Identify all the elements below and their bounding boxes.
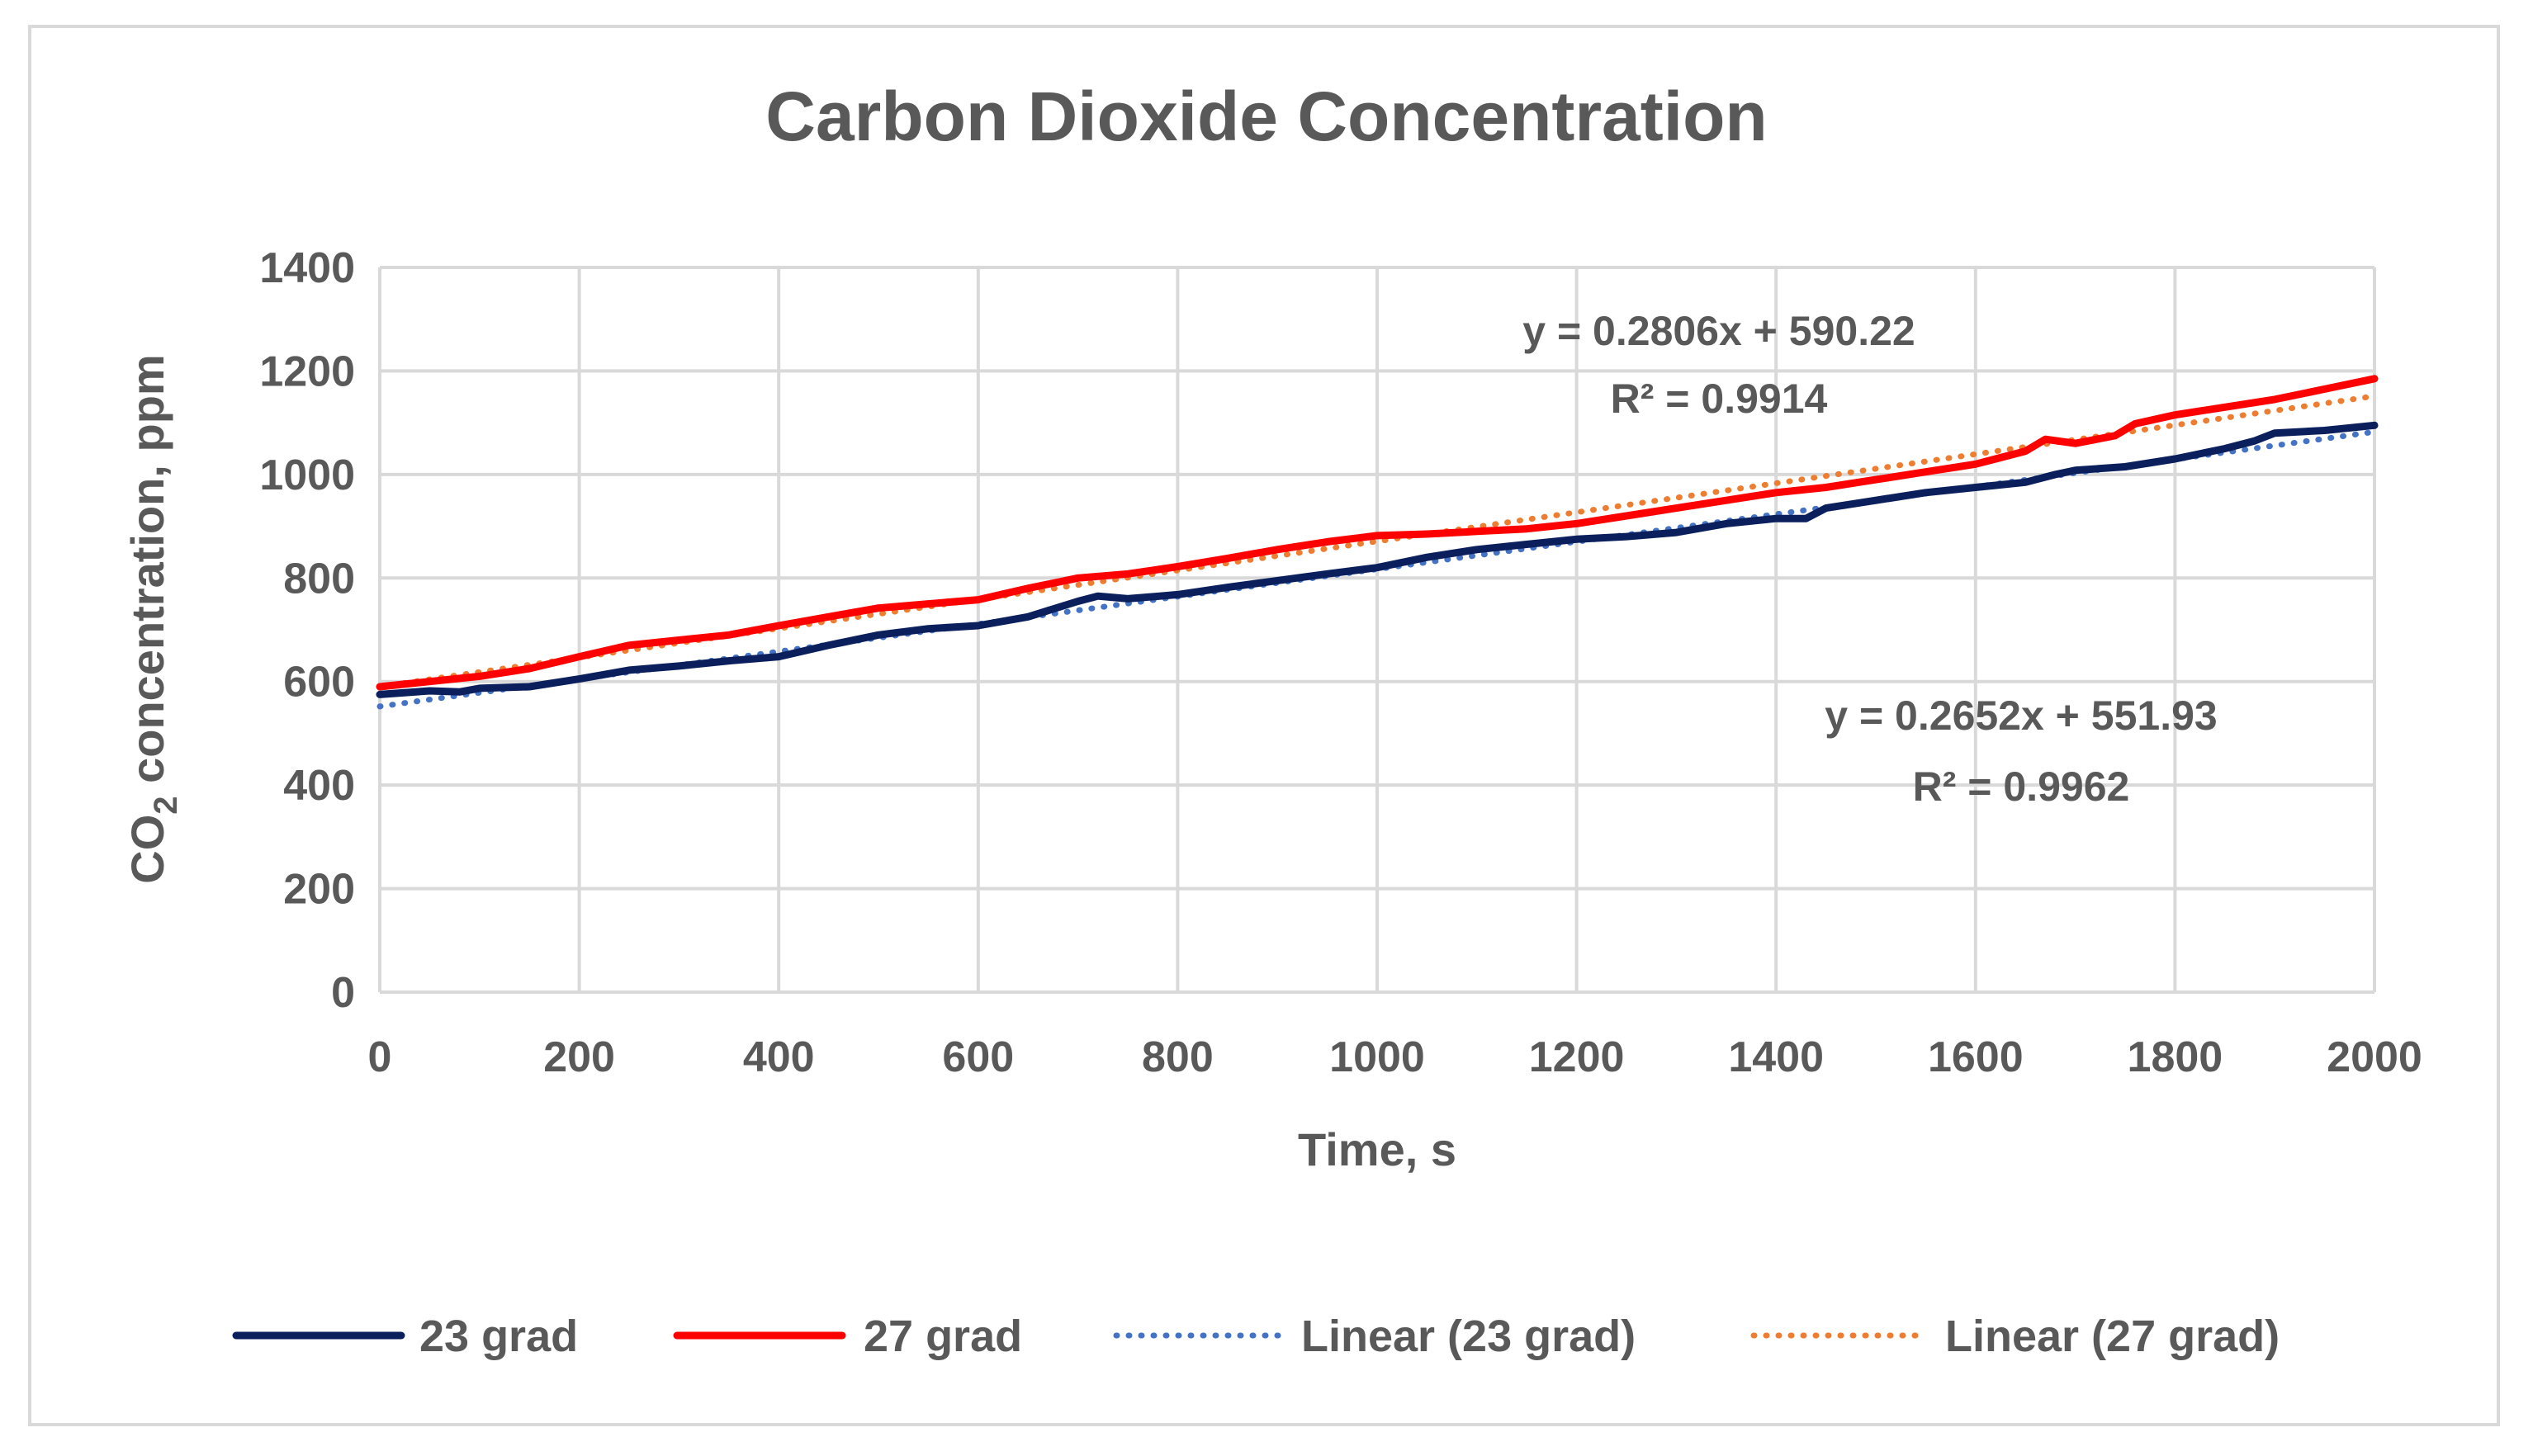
equation-27-line2: R² = 0.9914: [1611, 376, 1828, 422]
y-axis-label: CO2 concentration, ppm: [121, 354, 184, 883]
x-tick-label: 0: [368, 1033, 392, 1081]
x-tick-label: 1400: [1728, 1033, 1824, 1081]
y-tick-label: 800: [283, 555, 355, 603]
chart-frame: [28, 25, 2500, 1426]
axes: 0 200 400 600 800 1000 1200 1400 0 200 400 600 800 10…: [259, 244, 2422, 1081]
x-tick-label: 400: [743, 1033, 815, 1081]
y-tick-label: 1000: [259, 451, 355, 499]
y-tick-label: 200: [283, 866, 355, 914]
series-line-27-grad: [376, 375, 2379, 691]
chart-title: Carbon Dioxide Concentration: [765, 78, 1767, 155]
y-tick-label: 1400: [259, 244, 355, 292]
x-tick-label: 600: [942, 1033, 1014, 1081]
legend: 23 grad 27 grad Linear (23 grad) Linear (27…: [232, 1312, 2280, 1361]
x-axis-label: Time, s: [1298, 1123, 1456, 1175]
series-line-23-grad: [376, 421, 2379, 698]
y-tick-label: 600: [283, 659, 355, 707]
equation-27-line1: y = 0.2806x + 590.22: [1522, 308, 1915, 354]
x-tick-label: 1000: [1329, 1033, 1425, 1081]
y-axis-label-suffix: concentration, ppm: [121, 354, 173, 796]
x-tick-label: 800: [1142, 1033, 1214, 1081]
legend-label: 23 grad: [419, 1312, 578, 1361]
legend-label: Linear (27 grad): [1945, 1312, 2280, 1361]
x-tick-label: 200: [543, 1033, 615, 1081]
x-tick-label: 1800: [2128, 1033, 2223, 1081]
y-axis-label-prefix: CO: [121, 815, 173, 884]
series-lines: [376, 375, 2379, 710]
y-tick-label: 400: [283, 762, 355, 810]
x-tick-label: 1600: [1928, 1033, 2024, 1081]
y-tick-label: 0: [331, 969, 355, 1017]
legend-label: 27 grad: [864, 1312, 1022, 1361]
equation-23-line1: y = 0.2652x + 551.93: [1825, 693, 2217, 739]
x-tick-label: 1200: [1529, 1033, 1625, 1081]
equation-23-line2: R² = 0.9962: [1913, 763, 2130, 810]
trendline-equation-27: y = 0.2806x + 590.22 R² = 0.9914: [1522, 308, 1915, 422]
y-tick-label: 1200: [259, 347, 355, 395]
x-tick-label: 2000: [2327, 1033, 2422, 1081]
grid: [378, 266, 2376, 994]
legend-label: Linear (23 grad): [1301, 1312, 1636, 1361]
y-axis-label-subscript: 2: [148, 796, 184, 814]
trendline-equation-23: y = 0.2652x + 551.93 R² = 0.9962: [1825, 693, 2217, 810]
